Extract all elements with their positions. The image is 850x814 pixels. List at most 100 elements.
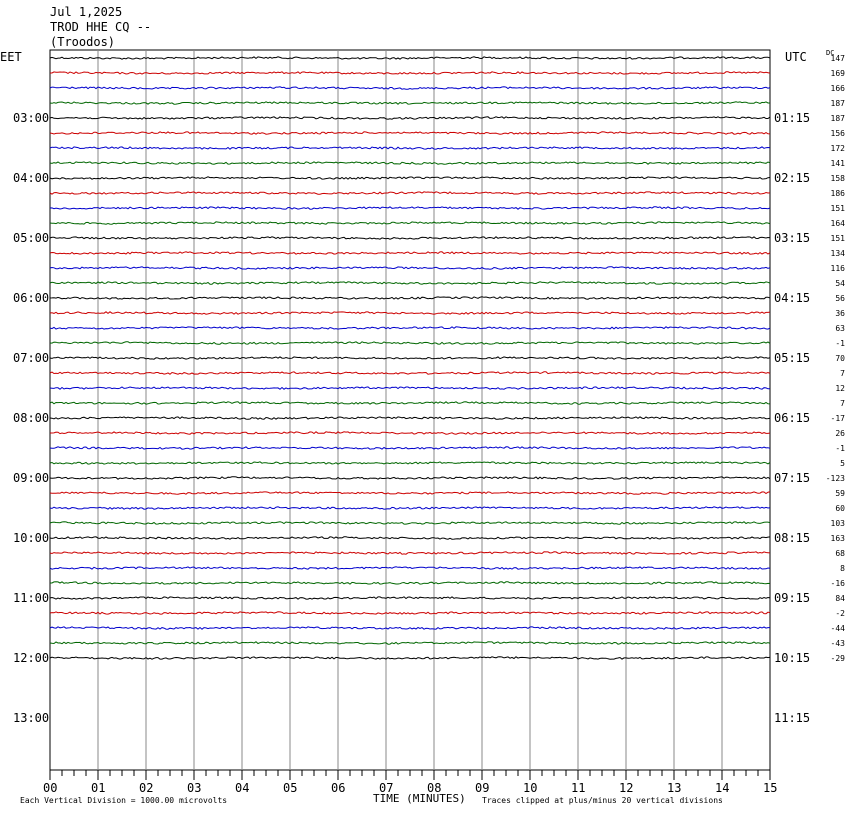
dc-offset-label: 187	[830, 99, 845, 108]
dc-offset-label: -2	[835, 609, 845, 618]
trace-line	[50, 71, 771, 75]
trace-line	[49, 506, 771, 510]
dc-offset-label: -17	[830, 414, 845, 423]
right-hour-label: 08:15	[774, 531, 811, 545]
trace-line	[49, 101, 770, 105]
dc-offset-label: -1	[835, 444, 845, 453]
station-code: TROD HHE CQ --	[50, 20, 152, 34]
trace-line	[49, 641, 771, 645]
dc-offset-label: 187	[830, 114, 845, 123]
left-timezone-label: EET	[0, 50, 22, 64]
dc-offset-label: 7	[840, 399, 845, 408]
left-hour-label: 13:00	[13, 711, 50, 725]
right-hour-label: 04:15	[774, 291, 811, 305]
trace-line	[49, 521, 771, 525]
trace-line	[49, 266, 771, 270]
dc-offset-label: 169	[830, 69, 845, 78]
dc-offset-label: 68	[835, 549, 845, 558]
right-hour-label: 05:15	[774, 351, 811, 365]
trace-line	[49, 461, 771, 465]
clip-footnote: Traces clipped at plus/minus 20 vertical…	[482, 796, 723, 805]
trace-line	[49, 131, 771, 135]
dc-offset-label: 103	[830, 519, 845, 528]
left-hour-label: 09:00	[13, 471, 50, 485]
trace-line	[49, 311, 771, 315]
trace-line	[49, 626, 770, 630]
dc-offset-label: 172	[830, 144, 845, 153]
x-tick-label: 14	[715, 781, 730, 795]
x-tick-label: 15	[763, 781, 778, 795]
x-tick-label: 09	[475, 781, 490, 795]
trace-line	[49, 251, 771, 255]
left-hour-label: 10:00	[13, 531, 50, 545]
dc-offset-label: 151	[830, 234, 845, 243]
right-hour-label: 07:15	[774, 471, 811, 485]
x-tick-label: 05	[283, 781, 298, 795]
x-axis-title: TIME (MINUTES)	[373, 792, 466, 805]
left-hour-label: 08:00	[13, 411, 50, 425]
dc-offset-label: 156	[830, 129, 845, 138]
trace-line	[49, 356, 771, 360]
trace-line	[49, 56, 771, 60]
trace-line	[50, 431, 771, 435]
left-hour-label: 11:00	[13, 591, 50, 605]
dc-offset-label: 36	[835, 309, 845, 318]
trace-line	[49, 551, 771, 555]
right-hour-label: 10:15	[774, 651, 811, 665]
left-hour-label: 07:00	[13, 351, 50, 365]
left-hour-label: 03:00	[13, 111, 50, 125]
dc-header-label: DC	[826, 49, 835, 57]
trace-line	[49, 476, 771, 480]
trace-line	[49, 176, 771, 180]
right-hour-label: 11:15	[774, 711, 811, 725]
trace-line	[49, 596, 771, 600]
trace-line	[49, 386, 770, 390]
dc-offset-label: 12	[835, 384, 845, 393]
plot-frame	[49, 49, 771, 771]
trace-line	[49, 446, 771, 450]
trace-line	[49, 206, 771, 210]
dc-offset-label: -1	[835, 339, 845, 348]
trace-line	[49, 416, 771, 420]
trace-line	[49, 86, 771, 90]
left-hour-label: 04:00	[13, 171, 50, 185]
dc-offset-label: 166	[830, 84, 845, 93]
dc-offset-label: 84	[835, 594, 845, 603]
x-tick-label: 10	[523, 781, 538, 795]
trace-line	[49, 371, 771, 375]
x-tick-label: 13	[667, 781, 682, 795]
trace-group	[49, 56, 771, 660]
right-hour-label: 09:15	[774, 591, 811, 605]
x-tick-label: 08	[427, 781, 442, 795]
right-timezone-label: UTC	[785, 50, 807, 64]
trace-line	[49, 116, 771, 120]
right-hour-label: 06:15	[774, 411, 811, 425]
dc-offset-label: 151	[830, 204, 845, 213]
x-tick-label: 11	[571, 781, 586, 795]
dc-offset-label: 147	[830, 54, 845, 63]
trace-line	[49, 656, 771, 660]
x-tick-label: 00	[43, 781, 58, 795]
trace-line	[49, 401, 771, 405]
scale-footnote: Each Vertical Division = 1000.00 microvo…	[20, 796, 228, 805]
x-tick-label: 07	[379, 781, 394, 795]
trace-line	[49, 491, 771, 495]
left-hour-label: 06:00	[13, 291, 50, 305]
right-hour-label: 03:15	[774, 231, 811, 245]
trace-line	[49, 191, 771, 195]
left-hour-label: 12:00	[13, 651, 50, 665]
trace-line	[49, 146, 771, 150]
grid	[49, 49, 771, 771]
dc-offset-label: 26	[835, 429, 845, 438]
dc-offset-label: 163	[830, 534, 845, 543]
dc-offset-label: 158	[830, 174, 845, 183]
x-tick-label: 12	[619, 781, 634, 795]
dc-offset-label: 7	[840, 369, 845, 378]
trace-line	[50, 581, 771, 585]
left-hour-label: 05:00	[13, 231, 50, 245]
trace-line	[49, 536, 771, 540]
dc-offset-label: -44	[830, 624, 845, 633]
trace-line	[49, 326, 771, 330]
trace-line	[49, 236, 771, 240]
